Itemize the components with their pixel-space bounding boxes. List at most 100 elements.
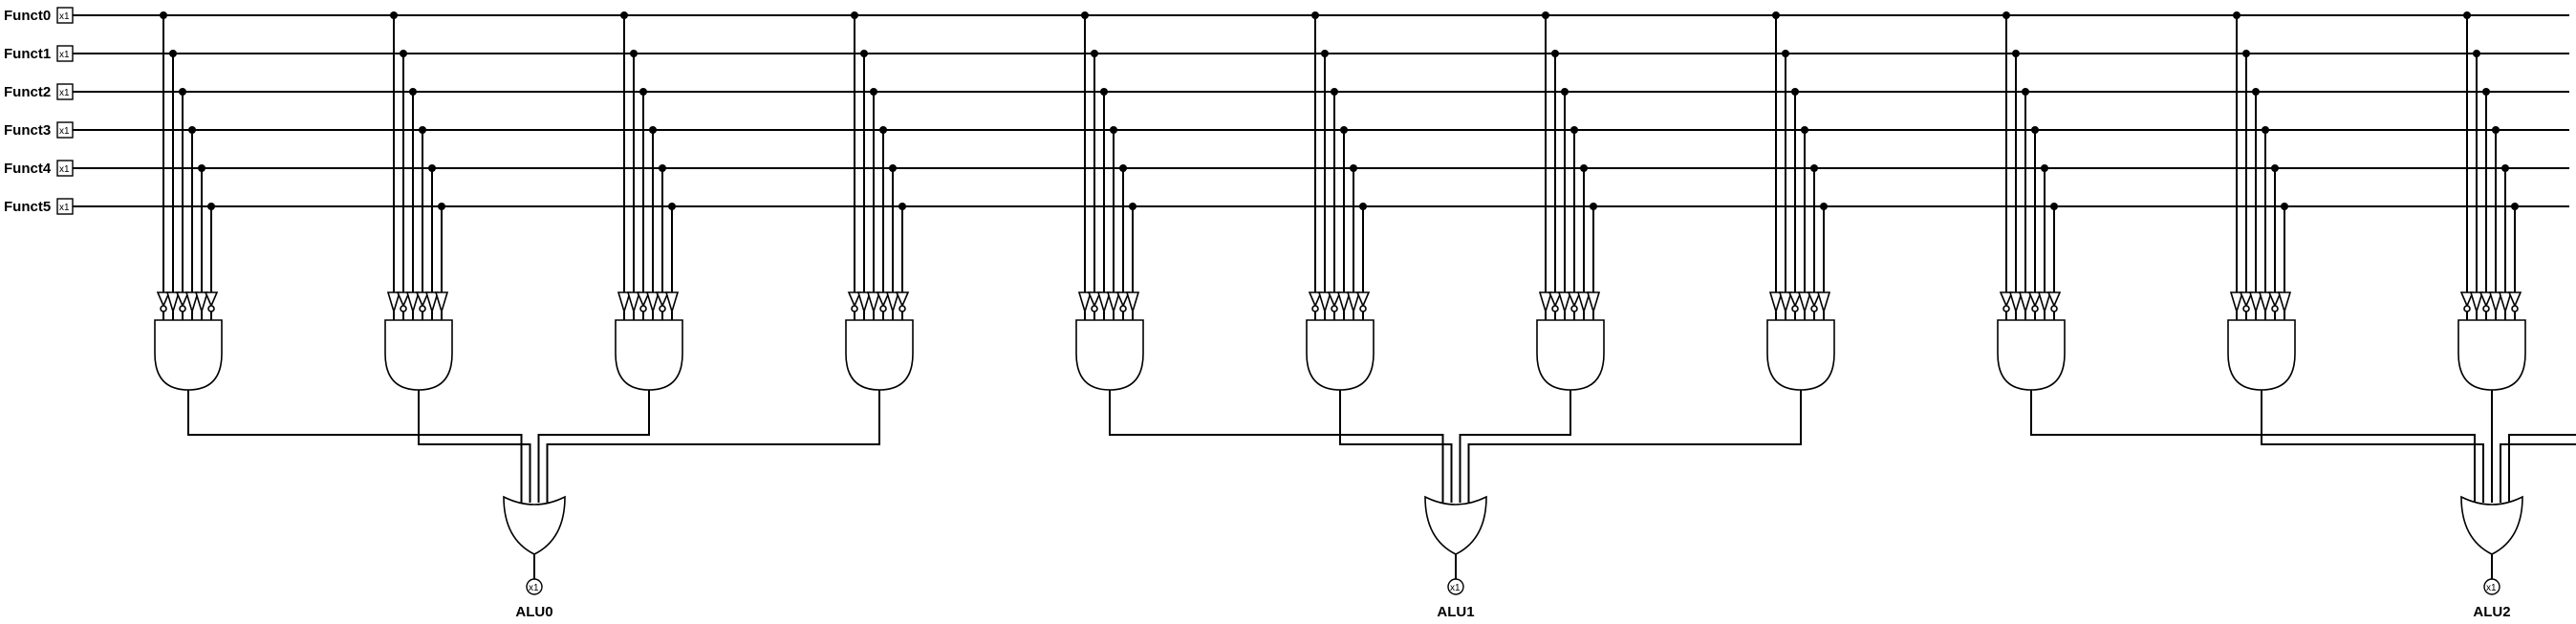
junction-dot: [1081, 11, 1089, 19]
inversion-bubble: [1551, 305, 1559, 312]
input-label: Funct4: [4, 161, 52, 177]
not-gate: [156, 291, 171, 309]
buffer-gate: [1096, 291, 1112, 314]
junction-dot: [419, 126, 426, 134]
not-gate: [2507, 291, 2522, 309]
inversion-bubble: [2242, 305, 2250, 312]
not-gate: [2459, 291, 2475, 309]
and-gate: [1536, 319, 1605, 391]
buffer-gate: [1538, 291, 1553, 314]
junction-dot: [198, 164, 206, 172]
junction-dot: [2050, 203, 2058, 210]
junction-dot: [668, 203, 676, 210]
junction-dot: [1331, 88, 1338, 96]
output-section: x1ALU0x1ALU1x1ALU2x1ALU3x1IsJRx1IsShamt: [187, 390, 2576, 620]
input-pin-label: x1: [59, 164, 70, 175]
buffer-gate: [2488, 291, 2503, 314]
not-gate: [1807, 291, 1822, 309]
not-gate: [1327, 291, 1342, 309]
input-pin-label: x1: [59, 203, 70, 213]
buffer-gate: [1768, 291, 1784, 314]
junction-dot: [630, 50, 638, 57]
or-input-wire: [537, 390, 650, 503]
input-label: Funct0: [4, 8, 51, 24]
buffer-gate: [1586, 291, 1601, 314]
junction-dot: [1091, 50, 1098, 57]
junction-dot: [1820, 203, 1828, 210]
or-input-wire: [2261, 390, 2484, 503]
and-gate: [1075, 319, 1144, 391]
inversion-bubble: [2271, 305, 2279, 312]
inversion-bubble: [1359, 305, 1367, 312]
or-input-wire: [1109, 390, 1444, 503]
junction-dot: [2233, 11, 2240, 19]
junction-dot: [2022, 88, 2029, 96]
input-pin-label: x1: [59, 88, 70, 98]
not-gate: [2239, 291, 2254, 309]
and-gate: [2457, 319, 2526, 391]
buffer-gate: [184, 291, 200, 314]
junction-dot: [649, 126, 657, 134]
or-input-wire: [418, 390, 531, 503]
junction-dot: [428, 164, 436, 172]
buffer-gate: [1576, 291, 1591, 314]
junction-dot: [207, 203, 215, 210]
not-gate: [2046, 291, 2062, 309]
junction-dot: [1129, 203, 1136, 210]
inversion-bubble: [419, 305, 426, 312]
junction-dot: [1810, 164, 1818, 172]
not-gate: [415, 291, 430, 309]
buffer-gate: [856, 291, 872, 314]
output-label: ALU0: [515, 604, 552, 620]
buffer-gate: [386, 291, 401, 314]
or-input-wire: [1459, 390, 1571, 503]
inversion-bubble: [1119, 305, 1127, 312]
junction-dot: [1551, 50, 1559, 57]
junction-dot: [2002, 11, 2010, 19]
input-label: Funct2: [4, 84, 51, 100]
and-gate: [2227, 319, 2296, 391]
and-gate: [1997, 319, 2066, 391]
not-gate: [396, 291, 411, 309]
not-gate: [175, 291, 190, 309]
buffer-gate: [1317, 291, 1332, 314]
junction-dot: [438, 203, 445, 210]
junction-dot: [860, 50, 868, 57]
junction-dot: [1350, 164, 1357, 172]
not-gate: [895, 291, 910, 309]
junction-dot: [2271, 164, 2279, 172]
output-pin: [1447, 578, 1464, 595]
input-section: Funct0 x1 Funct1 x1 Funct2 x1 Funct3 x1 Funct4 x1…: [4, 7, 2569, 215]
buffer-gate: [1778, 291, 1793, 314]
junction-dot: [870, 88, 877, 96]
not-gate: [1355, 291, 1371, 309]
junction-dot: [1570, 126, 1578, 134]
not-gate: [1115, 291, 1131, 309]
junction-dot: [2041, 164, 2048, 172]
inversion-bubble: [1810, 305, 1818, 312]
inversion-bubble: [1311, 305, 1319, 312]
junction-dot: [179, 88, 186, 96]
junction-dot: [160, 11, 167, 19]
inversion-bubble: [2031, 305, 2039, 312]
not-gate: [2267, 291, 2283, 309]
buffer-gate: [2008, 291, 2024, 314]
junction-dot: [1801, 126, 1808, 134]
inversion-bubble: [879, 305, 887, 312]
and-gate: [384, 319, 453, 391]
output-pin: [526, 578, 543, 595]
input-label: Funct5: [4, 199, 51, 215]
buffer-gate: [1336, 291, 1352, 314]
junction-dot: [2482, 88, 2490, 96]
inversion-bubble: [2002, 305, 2010, 312]
output-pin-label: x1: [1450, 583, 1461, 593]
junction-dot: [188, 126, 196, 134]
buffer-gate: [617, 291, 632, 314]
junction-dot: [659, 164, 666, 172]
or-input-wire: [2030, 390, 2476, 503]
inversion-bubble: [659, 305, 666, 312]
junction-dot: [2511, 203, 2519, 210]
buffer-gate: [194, 291, 209, 314]
buffer-gate: [1077, 291, 1093, 314]
inversion-bubble: [1570, 305, 1578, 312]
